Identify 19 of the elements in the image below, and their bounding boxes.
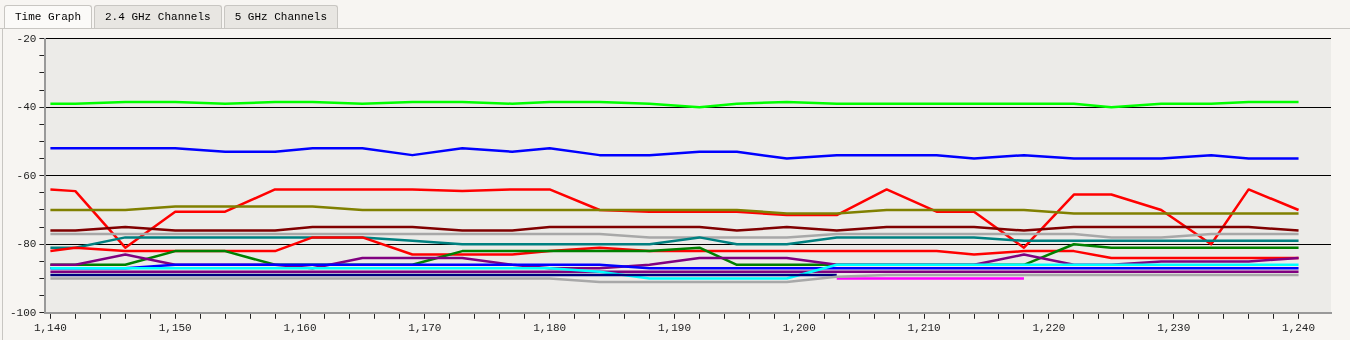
x-tick-label: 1,200: [782, 322, 816, 335]
text: 2.4 GHz Channels: [94, 5, 222, 28]
x-tick-label: 1,170: [408, 322, 442, 335]
x-tick-label: 1,140: [33, 322, 67, 335]
x-tick-label: 1,240: [1282, 322, 1316, 335]
text: 5 GHz Channels: [223, 5, 339, 28]
x-tick-label: 1,150: [158, 322, 192, 335]
y-tick-label: -20: [16, 32, 37, 45]
x-tick-label: 1,230: [1157, 322, 1191, 335]
x-tick-label: 1,220: [1032, 322, 1066, 335]
y-tick-label: -100: [10, 306, 37, 319]
y-tick-label: -60: [16, 169, 37, 182]
text: Time Graph: [4, 5, 93, 28]
x-tick-label: 1,190: [657, 322, 691, 335]
x-tick-label: 1,160: [283, 322, 317, 335]
x-tick-label: 1,180: [533, 322, 567, 335]
y-tick-label: -40: [16, 101, 37, 114]
y-tick-label: -80: [16, 238, 37, 251]
x-tick-label: 1,210: [907, 322, 941, 335]
